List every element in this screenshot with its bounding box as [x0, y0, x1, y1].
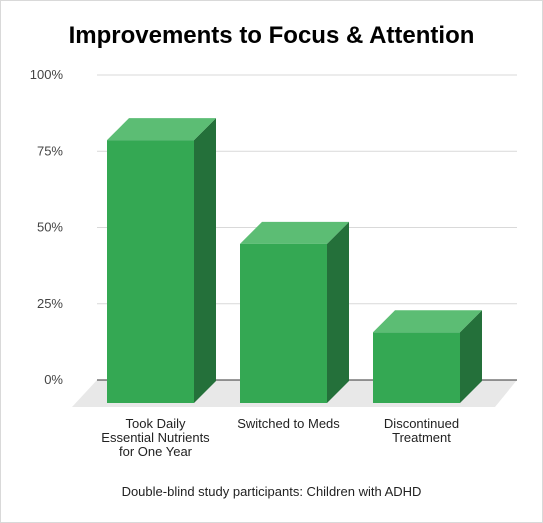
y-tick-label: 0%: [44, 372, 63, 387]
y-tick-label: 75%: [37, 143, 63, 158]
x-category-label: Took Daily Essential Nutrients for One Yea…: [101, 416, 210, 459]
bar-top-face: [107, 118, 216, 141]
bar: [107, 118, 216, 404]
y-tick-label: 50%: [37, 220, 63, 235]
bar-front-face: [240, 243, 327, 403]
y-tick-label: 100%: [30, 67, 64, 82]
bar: [240, 221, 349, 403]
bar-top-face: [373, 310, 482, 333]
bar: [373, 310, 482, 403]
x-category-label: Discontinued Treatment: [384, 416, 459, 445]
bar-side-face: [327, 221, 349, 403]
x-category-label: Switched to Meds: [237, 416, 340, 431]
y-tick-label: 25%: [37, 296, 63, 311]
bar-front-face: [107, 140, 194, 403]
bar-top-face: [240, 221, 349, 244]
bar-front-face: [373, 332, 460, 403]
chart-subtitle: Double-blind study participants: Childre…: [121, 484, 422, 499]
bar-side-face: [194, 118, 216, 404]
bar-side-face: [460, 310, 482, 403]
chart-title: Improvements to Focus & Attention: [68, 22, 475, 49]
